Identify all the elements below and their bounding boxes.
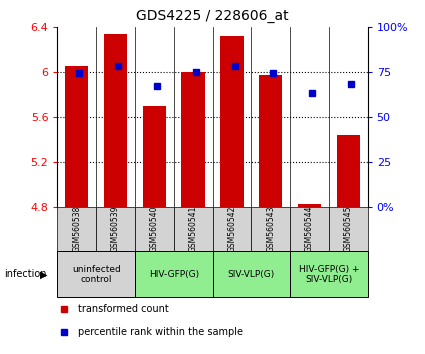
Bar <box>212 207 251 251</box>
Text: GSM560542: GSM560542 <box>227 206 236 252</box>
Bar <box>337 135 360 207</box>
Bar <box>135 251 212 297</box>
Bar <box>290 207 329 251</box>
Title: GDS4225 / 228606_at: GDS4225 / 228606_at <box>136 9 289 23</box>
Bar <box>57 207 96 251</box>
Text: GSM560543: GSM560543 <box>266 206 275 252</box>
Text: GSM560539: GSM560539 <box>111 206 120 252</box>
Bar <box>174 207 212 251</box>
Bar <box>65 66 88 207</box>
Bar <box>57 251 135 297</box>
Text: uninfected
control: uninfected control <box>72 265 121 284</box>
Text: HIV-GFP(G) +
SIV-VLP(G): HIV-GFP(G) + SIV-VLP(G) <box>299 265 359 284</box>
Text: GSM560544: GSM560544 <box>305 206 314 252</box>
Bar <box>181 72 205 207</box>
Bar <box>143 105 166 207</box>
Bar <box>251 207 290 251</box>
Bar <box>329 207 368 251</box>
Text: GSM560541: GSM560541 <box>189 206 198 252</box>
Text: transformed count: transformed count <box>77 304 168 314</box>
Bar <box>212 251 290 297</box>
Bar <box>298 204 321 207</box>
Bar <box>259 75 282 207</box>
Text: percentile rank within the sample: percentile rank within the sample <box>77 327 243 337</box>
Bar <box>135 207 174 251</box>
Text: ▶: ▶ <box>40 269 47 279</box>
Bar <box>104 34 127 207</box>
Text: HIV-GFP(G): HIV-GFP(G) <box>149 270 199 279</box>
Text: GSM560538: GSM560538 <box>72 206 81 252</box>
Bar <box>290 251 368 297</box>
Text: GSM560540: GSM560540 <box>150 206 159 252</box>
Bar <box>96 207 135 251</box>
Bar <box>220 36 244 207</box>
Text: infection: infection <box>4 269 47 279</box>
Text: SIV-VLP(G): SIV-VLP(G) <box>228 270 275 279</box>
Text: GSM560545: GSM560545 <box>344 206 353 252</box>
